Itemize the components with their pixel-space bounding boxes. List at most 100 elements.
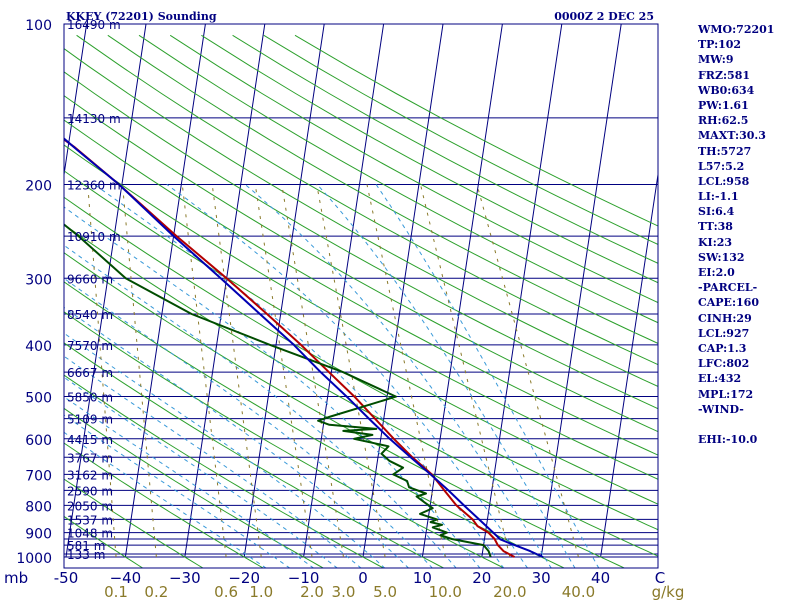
height-label: 3162 m	[67, 468, 113, 482]
pressure-tick-label: 1000	[16, 551, 52, 567]
dry-adiabat-160	[169, 34, 658, 304]
dry-adiabat--20	[64, 442, 264, 568]
moist-adiabat-20	[64, 206, 481, 568]
dewpoint-profile	[64, 223, 492, 558]
isotherm--20	[243, 24, 325, 558]
moist-adiabat-8	[64, 306, 410, 568]
index-line: TT:38	[698, 220, 733, 234]
temperature-tick-label: 10	[413, 569, 432, 587]
moist-adiabat-36	[316, 184, 576, 568]
moist-adiabat-28	[166, 183, 529, 568]
height-label: 2050 m	[67, 499, 113, 513]
index-line: -PARCEL-	[698, 281, 758, 295]
temperature-tick-label: −30	[169, 569, 201, 587]
height-label: 4415 m	[67, 433, 113, 447]
dry-adiabat-20	[64, 311, 505, 568]
temperature-tick-label: C	[655, 569, 665, 587]
index-line: -WIND-	[698, 402, 744, 416]
isotherm-20	[481, 24, 563, 558]
height-label: 9660 m	[67, 272, 113, 286]
index-line: MAXT:30.3	[698, 129, 766, 143]
height-label: 5850 m	[67, 391, 113, 405]
temperature-tick-label: 40	[591, 569, 610, 587]
index-line: LI:-1.1	[698, 190, 739, 204]
dry-adiabat--10	[64, 407, 325, 568]
height-label: 6667 m	[67, 366, 113, 380]
dry-adiabat-110	[64, 71, 658, 410]
parcel-profile	[64, 137, 544, 558]
moist-adiabat-16	[64, 244, 457, 568]
moist-adiabat-4	[64, 332, 386, 568]
height-label: 3767 m	[67, 451, 113, 465]
height-label: 133 m	[67, 548, 105, 562]
mixing-ratio-tick-label: 5.0	[373, 583, 397, 600]
dry-adiabat-60	[64, 196, 658, 531]
index-line: CINH:29	[698, 311, 752, 325]
index-line: LCL:958	[698, 174, 750, 188]
index-line	[698, 417, 798, 432]
dry-adiabat-100	[64, 95, 658, 433]
index-line: EI:2.0	[698, 266, 735, 279]
isotherm--50	[65, 24, 147, 558]
mixing-ratio-tick-label: 0.2	[144, 583, 168, 600]
temperature-tick-label: 20	[472, 569, 491, 587]
height-label: 1537 m	[67, 513, 113, 527]
mixing-ratio-tick-label: 3.0	[332, 583, 356, 600]
temperature-tick-label: -50	[54, 569, 79, 587]
height-label: 14130 m	[67, 112, 121, 126]
isotherm--60	[64, 24, 88, 178]
index-line: CAPE:160	[698, 296, 759, 310]
index-line: EHI:-10.0	[698, 433, 758, 447]
index-line: RH:62.5	[698, 114, 749, 128]
height-label: 8540 m	[67, 308, 113, 322]
pressure-tick-label: 700	[25, 468, 52, 484]
index-line: KI:23	[698, 235, 733, 249]
temperature-tick-label: 30	[532, 569, 551, 587]
moist-adiabat--16	[64, 431, 267, 568]
sounding-indices-panel: WMO:72201 TP:102 MW:9 FRZ:581 WB0:634 PW:1.61…	[698, 22, 798, 447]
mixing-ratio-unit-label: g/kg	[652, 583, 685, 600]
index-line: WMO:72201	[698, 23, 775, 36]
moist-adiabat--12	[64, 414, 291, 568]
mixing-ratio-tick-label: 0.1	[104, 583, 128, 600]
mixing-ratio-tick-label: 2.0	[300, 583, 324, 600]
moist-adiabat-40	[375, 184, 600, 568]
moist-adiabat--8	[64, 396, 315, 568]
dry-adiabat-10	[64, 342, 445, 568]
mixing-ratio-tick-label: 1.0	[249, 583, 273, 600]
dry-adiabat-80	[64, 144, 658, 480]
isotherm-40	[600, 171, 658, 558]
pressure-tick-label: 200	[25, 178, 52, 194]
index-line: WB0:634	[698, 83, 755, 97]
index-line: L57:5.2	[698, 159, 745, 173]
index-line: TH:5727	[698, 144, 752, 158]
observation-time: 0000Z 2 DEC 25	[554, 10, 654, 23]
isotherm--10	[303, 24, 385, 558]
pressure-tick-label: 500	[25, 391, 52, 407]
height-label: 581 m	[67, 539, 105, 553]
isotherm-0	[362, 24, 444, 558]
index-line: FRZ:581	[698, 68, 751, 82]
dry-adiabat--30	[64, 478, 204, 568]
mixing-ratio-line-5	[316, 184, 386, 558]
dry-adiabat-150	[138, 34, 658, 324]
mixing-ratio-line-20	[420, 184, 511, 558]
mixing-ratio-line-10	[366, 184, 446, 558]
index-line: EL:432	[698, 372, 742, 386]
temperature-tick-label: −20	[228, 569, 260, 587]
temperature-tick-label: −10	[288, 569, 320, 587]
mixing-ratio-tick-label: 40.0	[562, 583, 595, 600]
dry-adiabat-170	[201, 34, 658, 284]
mixing-ratio-tick-label: 10.0	[429, 583, 462, 600]
index-line: MW:9	[698, 53, 734, 67]
dry-adiabat-30	[64, 281, 566, 568]
index-line: SW:132	[698, 250, 745, 264]
pressure-tick-label: 600	[25, 433, 52, 449]
dry-adiabat-90	[64, 119, 658, 456]
index-line: PW:1.61	[698, 98, 749, 112]
height-label: 16490 m	[67, 18, 121, 32]
index-line: LCL:927	[698, 326, 750, 340]
moist-adiabat-0	[64, 355, 362, 568]
mixing-ratio-line-40	[476, 184, 579, 558]
